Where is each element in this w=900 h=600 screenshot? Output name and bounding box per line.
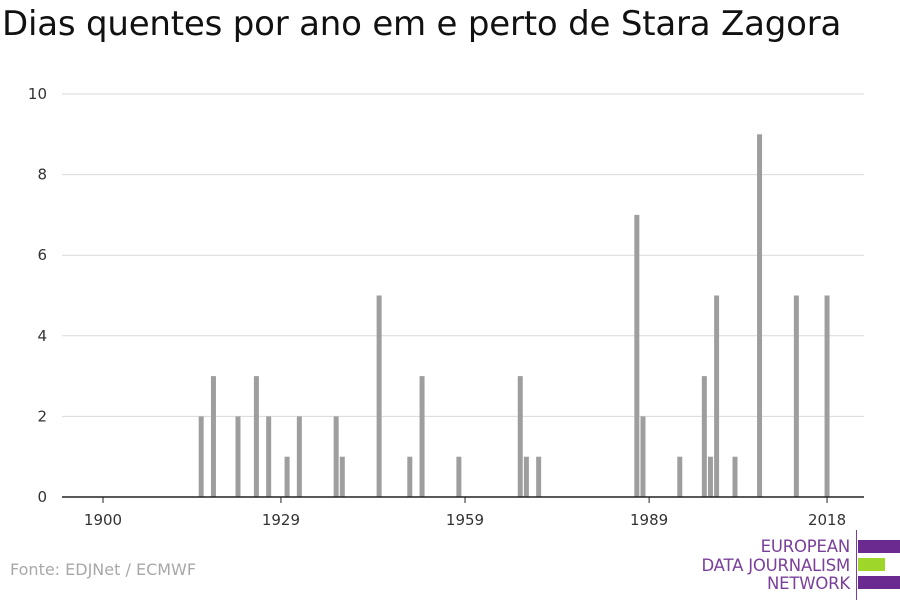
bar-1952 [419,376,425,497]
source-note: Fonte: EDJNet / ECMWF [10,560,197,579]
y-tick-label-6: 6 [37,246,47,264]
bar-1918 [210,376,216,497]
logo-divider [856,530,857,600]
bar-1969 [523,456,529,497]
logo-bar-bottom [858,576,900,589]
x-tick-label-2018: 2018 [808,511,846,529]
logo-line-2: DATA JOURNALISM [701,556,850,575]
bar-1958 [456,456,462,497]
y-tick-label-8: 8 [37,166,47,184]
bar-1988 [640,416,646,497]
bar-2007 [757,134,763,498]
bar-1922 [235,416,241,497]
bar-1930 [284,456,290,497]
y-tick-label-10: 10 [28,85,47,103]
edjnet-logo[interactable]: EUROPEAN DATA JOURNALISM NETWORK [700,528,900,600]
bar-1927 [266,416,272,497]
bar-1950 [407,456,413,497]
bar-1987 [634,214,640,497]
bar-1968 [517,376,523,497]
bar-2003 [732,456,738,497]
x-tick-label-1989: 1989 [630,511,668,529]
bar-1971 [536,456,542,497]
logo-line-3: NETWORK [766,574,850,593]
logo-line-1: EUROPEAN [760,537,851,556]
logo-bar-middle [858,558,885,571]
chart-title: Dias quentes por ano em e perto de Stara… [2,4,842,44]
y-tick-label-0: 0 [37,488,47,506]
bar-1925 [253,376,259,497]
bar-1938 [333,416,339,497]
bar-1945 [376,295,382,497]
y-tick-label-4: 4 [37,327,47,345]
bar-1916 [198,416,204,497]
bar-2018 [824,295,830,497]
x-tick-label-1900: 1900 [84,511,122,529]
x-tick-label-1929: 1929 [262,511,300,529]
bar-1999 [707,456,713,497]
axes: 0 2 4 6 8 10 1900 1929 1959 1989 2018 [28,85,864,529]
bar-2013 [793,295,799,497]
logo-bar-top [858,540,900,553]
x-tick-label-1959: 1959 [446,511,484,529]
bar-1998 [701,376,707,497]
bars [198,134,830,498]
bar-1994 [677,456,683,497]
bar-1932 [296,416,302,497]
y-tick-label-2: 2 [37,407,47,425]
bar-2000 [714,295,720,497]
bar-1939 [339,456,345,497]
gridlines [62,93,864,417]
